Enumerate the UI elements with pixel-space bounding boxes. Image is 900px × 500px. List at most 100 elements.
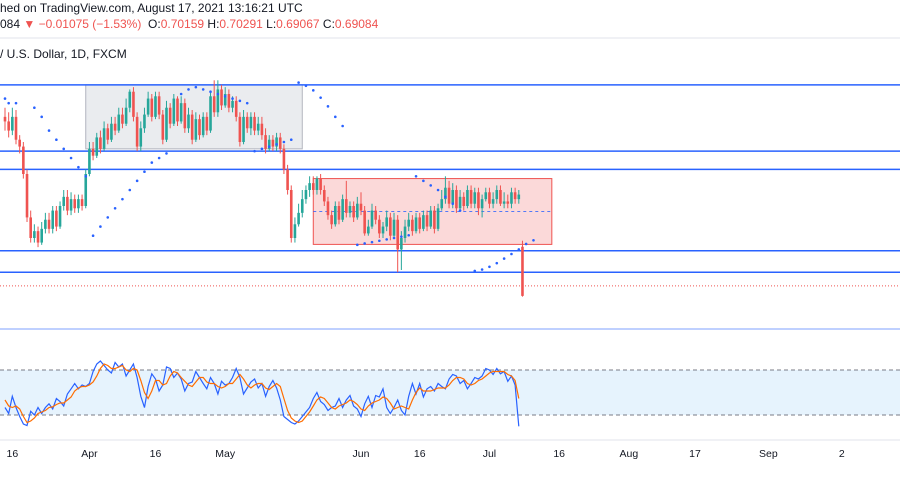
- candle-body: [154, 96, 157, 117]
- candle-body: [216, 89, 220, 113]
- candle-body: [227, 94, 231, 108]
- candle-body: [348, 206, 352, 213]
- psar-dot: [289, 138, 293, 142]
- candle-body: [322, 190, 326, 202]
- candle: [414, 212, 418, 234]
- candle-body: [444, 187, 447, 200]
- candle: [282, 144, 286, 174]
- candle-body: [297, 212, 300, 225]
- candle: [179, 96, 183, 124]
- candle: [275, 132, 278, 152]
- candle: [187, 107, 190, 133]
- candle: [80, 194, 84, 211]
- candle: [433, 206, 436, 234]
- candle: [429, 206, 433, 229]
- candle: [278, 132, 282, 154]
- candle-body: [80, 199, 84, 206]
- candle-body: [480, 199, 484, 209]
- candle: [253, 112, 256, 136]
- candle: [110, 116, 113, 142]
- candle: [150, 94, 154, 122]
- candle-body: [422, 215, 425, 229]
- candle-body: [124, 107, 128, 124]
- candle-body: [378, 219, 381, 234]
- psar-dot: [231, 97, 234, 100]
- psar-dot: [502, 257, 506, 260]
- time-axis-tick-label: Apr: [81, 448, 98, 460]
- candle: [29, 210, 32, 243]
- psar-dot: [532, 238, 535, 242]
- candle-body: [102, 128, 106, 149]
- candle: [135, 112, 139, 152]
- candle-body: [14, 116, 18, 140]
- candle-body: [231, 100, 234, 108]
- candle-body: [18, 139, 21, 147]
- candle: [66, 190, 69, 216]
- candle: [264, 128, 267, 154]
- candle-body: [238, 116, 242, 142]
- candle: [396, 215, 399, 273]
- psar-dot: [194, 85, 198, 89]
- psar-dot: [341, 124, 344, 128]
- close-label: C:: [322, 17, 335, 31]
- candle: [513, 187, 517, 204]
- candle-body: [128, 91, 132, 108]
- candle-body: [469, 190, 473, 204]
- time-axis: 16 Apr 16 May Jun 16 Jul 16 Aug 17 Sep 2: [0, 439, 900, 460]
- high-value: 0.70291: [219, 17, 263, 31]
- candle-body: [132, 91, 135, 117]
- candle-body: [370, 210, 374, 227]
- candle-body: [286, 169, 289, 190]
- candle-body: [447, 187, 451, 204]
- psar-dot: [311, 89, 315, 92]
- stochastic-panel: [0, 328, 900, 427]
- psar-dot: [480, 268, 484, 271]
- candle: [381, 222, 385, 238]
- time-axis-tick-label: 2: [839, 448, 845, 460]
- candle-body: [433, 210, 436, 229]
- candle: [201, 112, 205, 138]
- last-price-fragment: 084: [0, 17, 21, 31]
- psar-dot: [319, 96, 322, 99]
- stochastic-d-line: [4, 363, 520, 424]
- candle-body: [121, 114, 124, 124]
- candle-body: [282, 148, 286, 170]
- candle: [345, 180, 348, 218]
- time-axis-tick-label: 16: [553, 448, 565, 460]
- psar-dot: [524, 242, 528, 246]
- candle: [165, 100, 168, 142]
- candle-body: [466, 190, 469, 206]
- level-lines-layer: [0, 84, 900, 287]
- psar-dot: [47, 129, 51, 132]
- time-axis-tick-label: 17: [689, 448, 701, 460]
- candle: [220, 84, 223, 110]
- candle: [113, 116, 117, 136]
- candle: [25, 169, 29, 222]
- candle-body: [242, 116, 245, 142]
- psar-dot: [157, 156, 161, 160]
- candle: [444, 176, 447, 204]
- candle: [440, 190, 444, 211]
- high-label: H:: [207, 17, 220, 31]
- candle-body: [458, 196, 462, 209]
- psar-dot: [334, 115, 337, 119]
- candle-body: [319, 178, 322, 190]
- candle: [477, 187, 480, 216]
- candle-body: [7, 121, 10, 131]
- time-axis-tick-label: Aug: [620, 448, 639, 460]
- candle: [7, 112, 10, 138]
- candle: [172, 94, 176, 126]
- psar-dot: [326, 105, 330, 108]
- candle: [106, 123, 110, 145]
- psar-dot: [62, 147, 66, 151]
- candle-body: [429, 210, 433, 227]
- candle: [502, 192, 506, 209]
- candle-body: [374, 210, 377, 220]
- psar-dot: [3, 97, 7, 100]
- candle: [168, 103, 172, 129]
- candle-body: [135, 116, 139, 147]
- candle-body: [69, 199, 73, 211]
- psar-dot: [267, 145, 271, 148]
- candle: [73, 194, 77, 213]
